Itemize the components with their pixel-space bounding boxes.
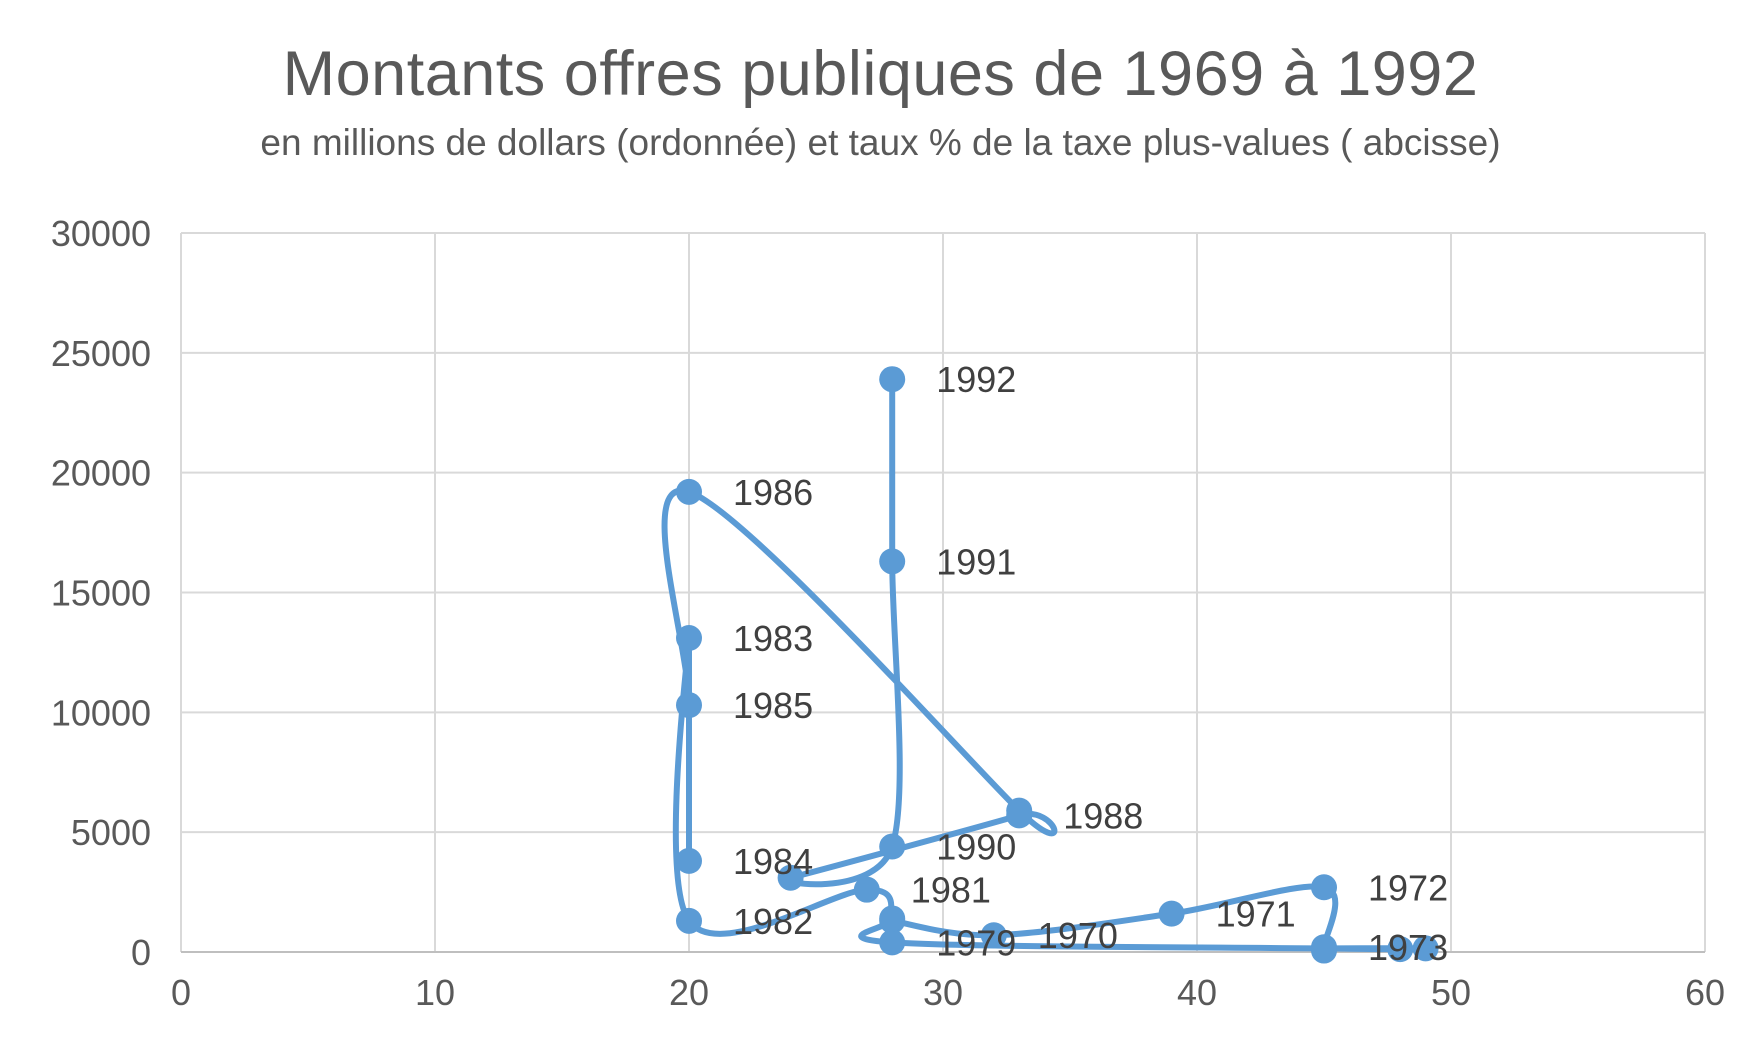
- x-tick-label: 10: [415, 972, 455, 1013]
- data-label-1970: 1970: [1038, 915, 1118, 956]
- y-tick-label: 15000: [51, 573, 151, 614]
- data-point-1992: [879, 366, 906, 393]
- data-label-1990: 1990: [936, 827, 1016, 868]
- x-tick-label: 60: [1685, 972, 1725, 1013]
- data-point-1980: [879, 905, 906, 932]
- data-label-1973: 1973: [1368, 927, 1448, 968]
- data-label-1988: 1988: [1063, 795, 1143, 836]
- data-point-1977: [1387, 936, 1414, 963]
- data-point-1970: [980, 922, 1007, 949]
- data-point-1988: [1006, 802, 1033, 829]
- data-label-1986: 1986: [733, 472, 813, 513]
- chart-subtitle: en millions de dollars (ordonnée) et tau…: [260, 122, 1501, 163]
- label-layer: 1970 1971 1972 1973 1979 1981 1982 1983 1984 1985…: [733, 359, 1448, 968]
- x-tick-label: 30: [923, 972, 963, 1013]
- data-label-1982: 1982: [733, 901, 813, 942]
- data-label-1981: 1981: [911, 870, 991, 911]
- data-point-1985: [676, 692, 702, 719]
- data-point-1981: [853, 876, 880, 903]
- y-tick-label: 10000: [51, 692, 151, 733]
- tick-layer: 0 10 20 30 40 50 60 0 5000 10000 15000 20000 25000 30…: [51, 213, 1725, 1013]
- y-tick-label: 0: [131, 932, 151, 973]
- data-label-1971: 1971: [1216, 894, 1296, 935]
- data-point-1986: [676, 478, 702, 505]
- x-tick-label: 20: [669, 972, 709, 1013]
- y-tick-label: 5000: [71, 812, 151, 853]
- data-point-1972: [1311, 874, 1337, 901]
- data-point-1971: [1158, 900, 1185, 927]
- data-point-1979: [879, 929, 906, 956]
- grid-layer: [180, 232, 1706, 953]
- x-tick-label: 0: [171, 972, 191, 1013]
- data-label-1992: 1992: [936, 359, 1016, 400]
- data-label-1985: 1985: [733, 685, 813, 726]
- data-point-1990: [879, 833, 906, 860]
- y-tick-label: 20000: [51, 453, 151, 494]
- y-tick-label: 25000: [51, 333, 151, 374]
- data-point-1984: [676, 847, 702, 874]
- data-point-1989: [777, 864, 804, 891]
- data-label-1983: 1983: [733, 618, 813, 659]
- data-label-1984: 1984: [733, 841, 813, 882]
- data-label-1972: 1972: [1368, 867, 1448, 908]
- x-tick-label: 40: [1177, 972, 1217, 1013]
- data-point-1983: [676, 625, 702, 652]
- chart-title: Montants offres publiques de 1969 à 1992: [282, 39, 1479, 109]
- data-point-1982: [676, 907, 702, 934]
- data-point-1991: [879, 548, 906, 575]
- data-label-1991: 1991: [936, 541, 1016, 582]
- x-tick-label: 50: [1431, 972, 1471, 1013]
- data-point-1976: [1412, 935, 1439, 962]
- data-label-1979: 1979: [936, 922, 1016, 963]
- y-tick-label: 30000: [51, 213, 151, 254]
- point-layer: [676, 366, 1439, 964]
- data-point-1978: [1311, 935, 1337, 962]
